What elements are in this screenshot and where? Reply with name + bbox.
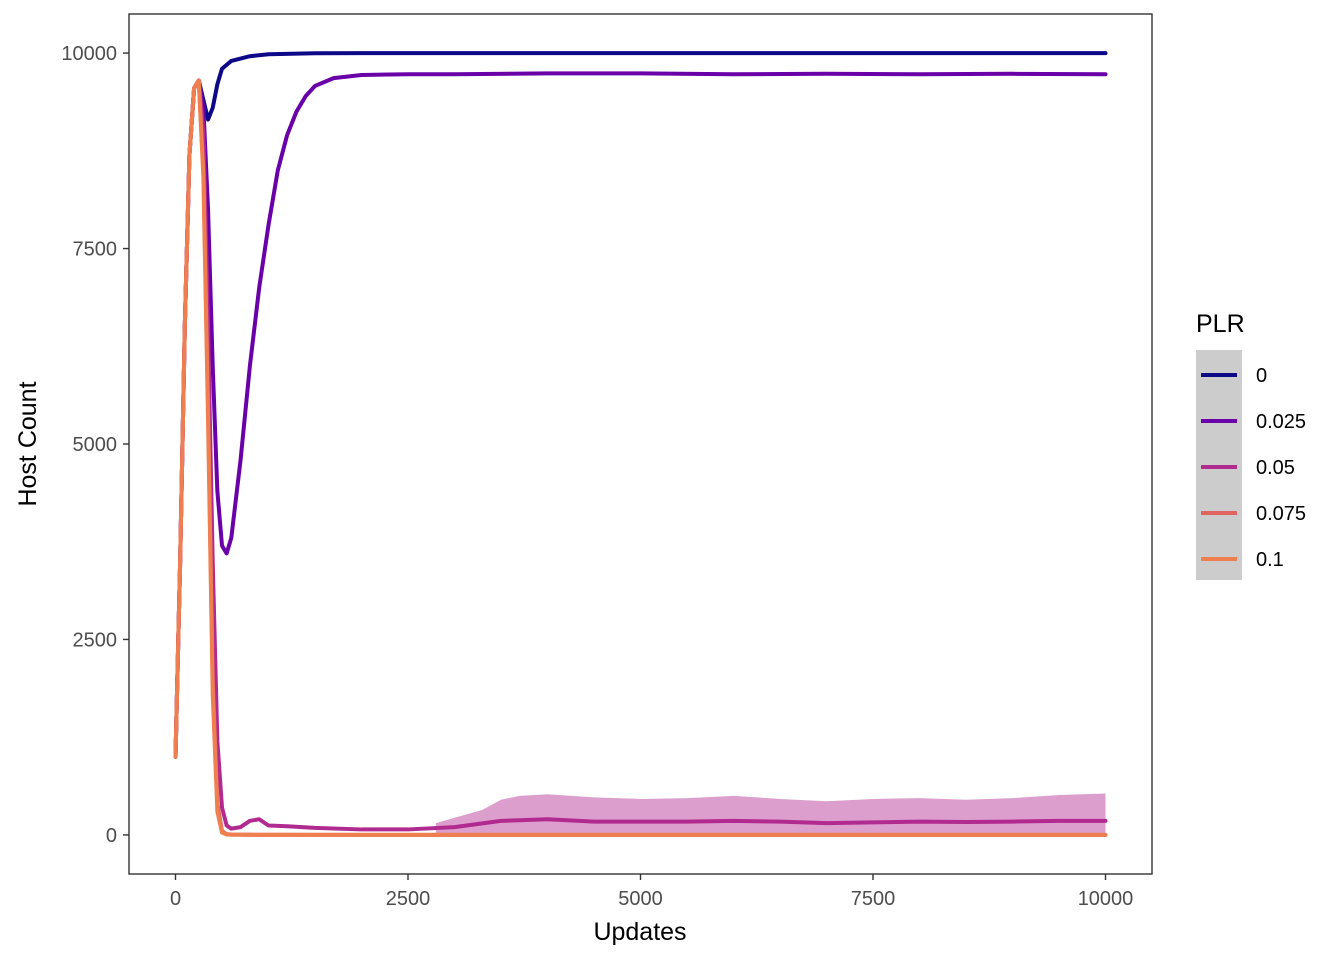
y-tick-label: 2500 [73,629,118,651]
y-tick-label: 5000 [73,434,118,456]
x-tick-label: 2500 [386,888,431,910]
x-tick-label: 0 [170,888,181,910]
x-axis: 0 2500 5000 7500 10000 [170,874,1133,910]
y-axis: 0 2500 5000 7500 10000 [61,43,129,847]
x-tick-label: 7500 [851,888,896,910]
legend-label: 0.025 [1256,411,1306,433]
confidence-bands [435,793,1106,835]
x-tick-label: 10000 [1078,888,1134,910]
band-0.05 [435,793,1106,835]
y-tick-label: 0 [106,825,117,847]
legend-label: 0.1 [1256,549,1284,571]
legend-label: 0.05 [1256,457,1295,479]
x-axis-title: Updates [593,918,686,946]
legend-label: 0 [1256,365,1267,387]
series-line-0.1 [173,78,1108,837]
y-tick-label: 7500 [73,239,118,261]
legend-title: PLR [1196,310,1245,338]
y-axis-title: Host Count [14,381,42,506]
series-lines [173,51,1108,837]
legend: PLR 0 0.025 0.05 0.075 0.1 [1196,310,1306,580]
panel-background [129,14,1152,874]
legend-label: 0.075 [1256,503,1306,525]
x-tick-label: 5000 [618,888,663,910]
y-tick-label: 10000 [61,43,117,65]
